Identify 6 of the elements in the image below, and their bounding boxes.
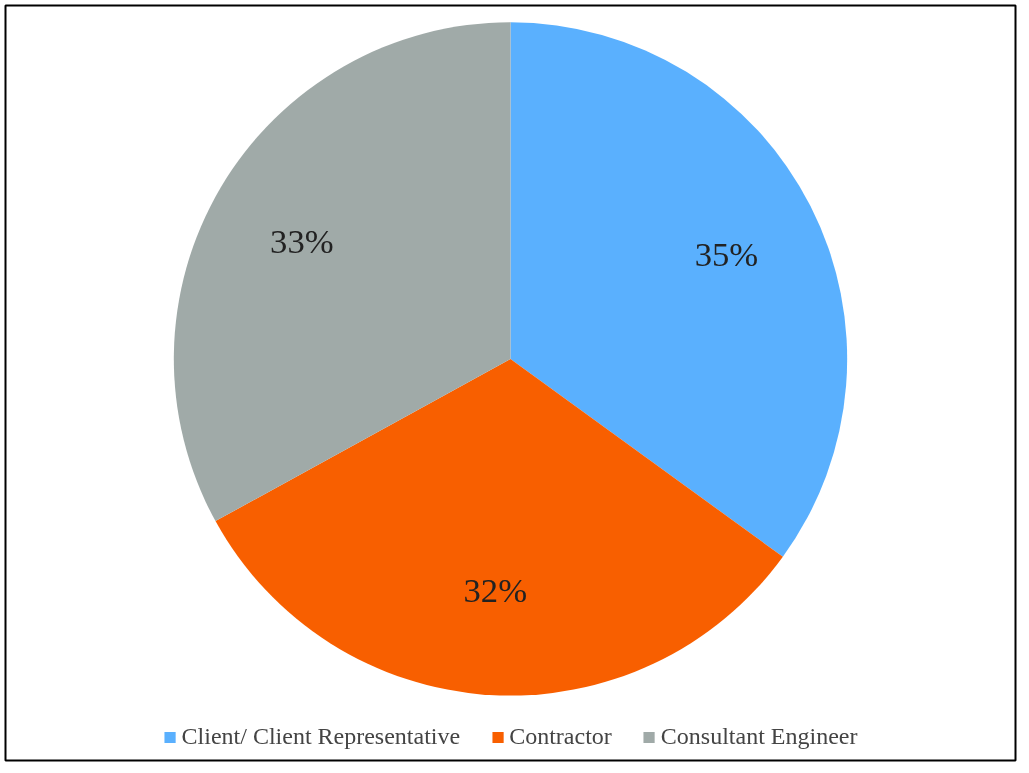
legend-label: Client/ Client Representative xyxy=(181,723,461,750)
data-label: 32% xyxy=(463,570,528,609)
data-label: 35% xyxy=(694,234,759,273)
data-label: 33% xyxy=(270,222,334,261)
legend-label: Contractor xyxy=(509,723,612,750)
legend-label: Consultant Engineer xyxy=(660,723,858,750)
